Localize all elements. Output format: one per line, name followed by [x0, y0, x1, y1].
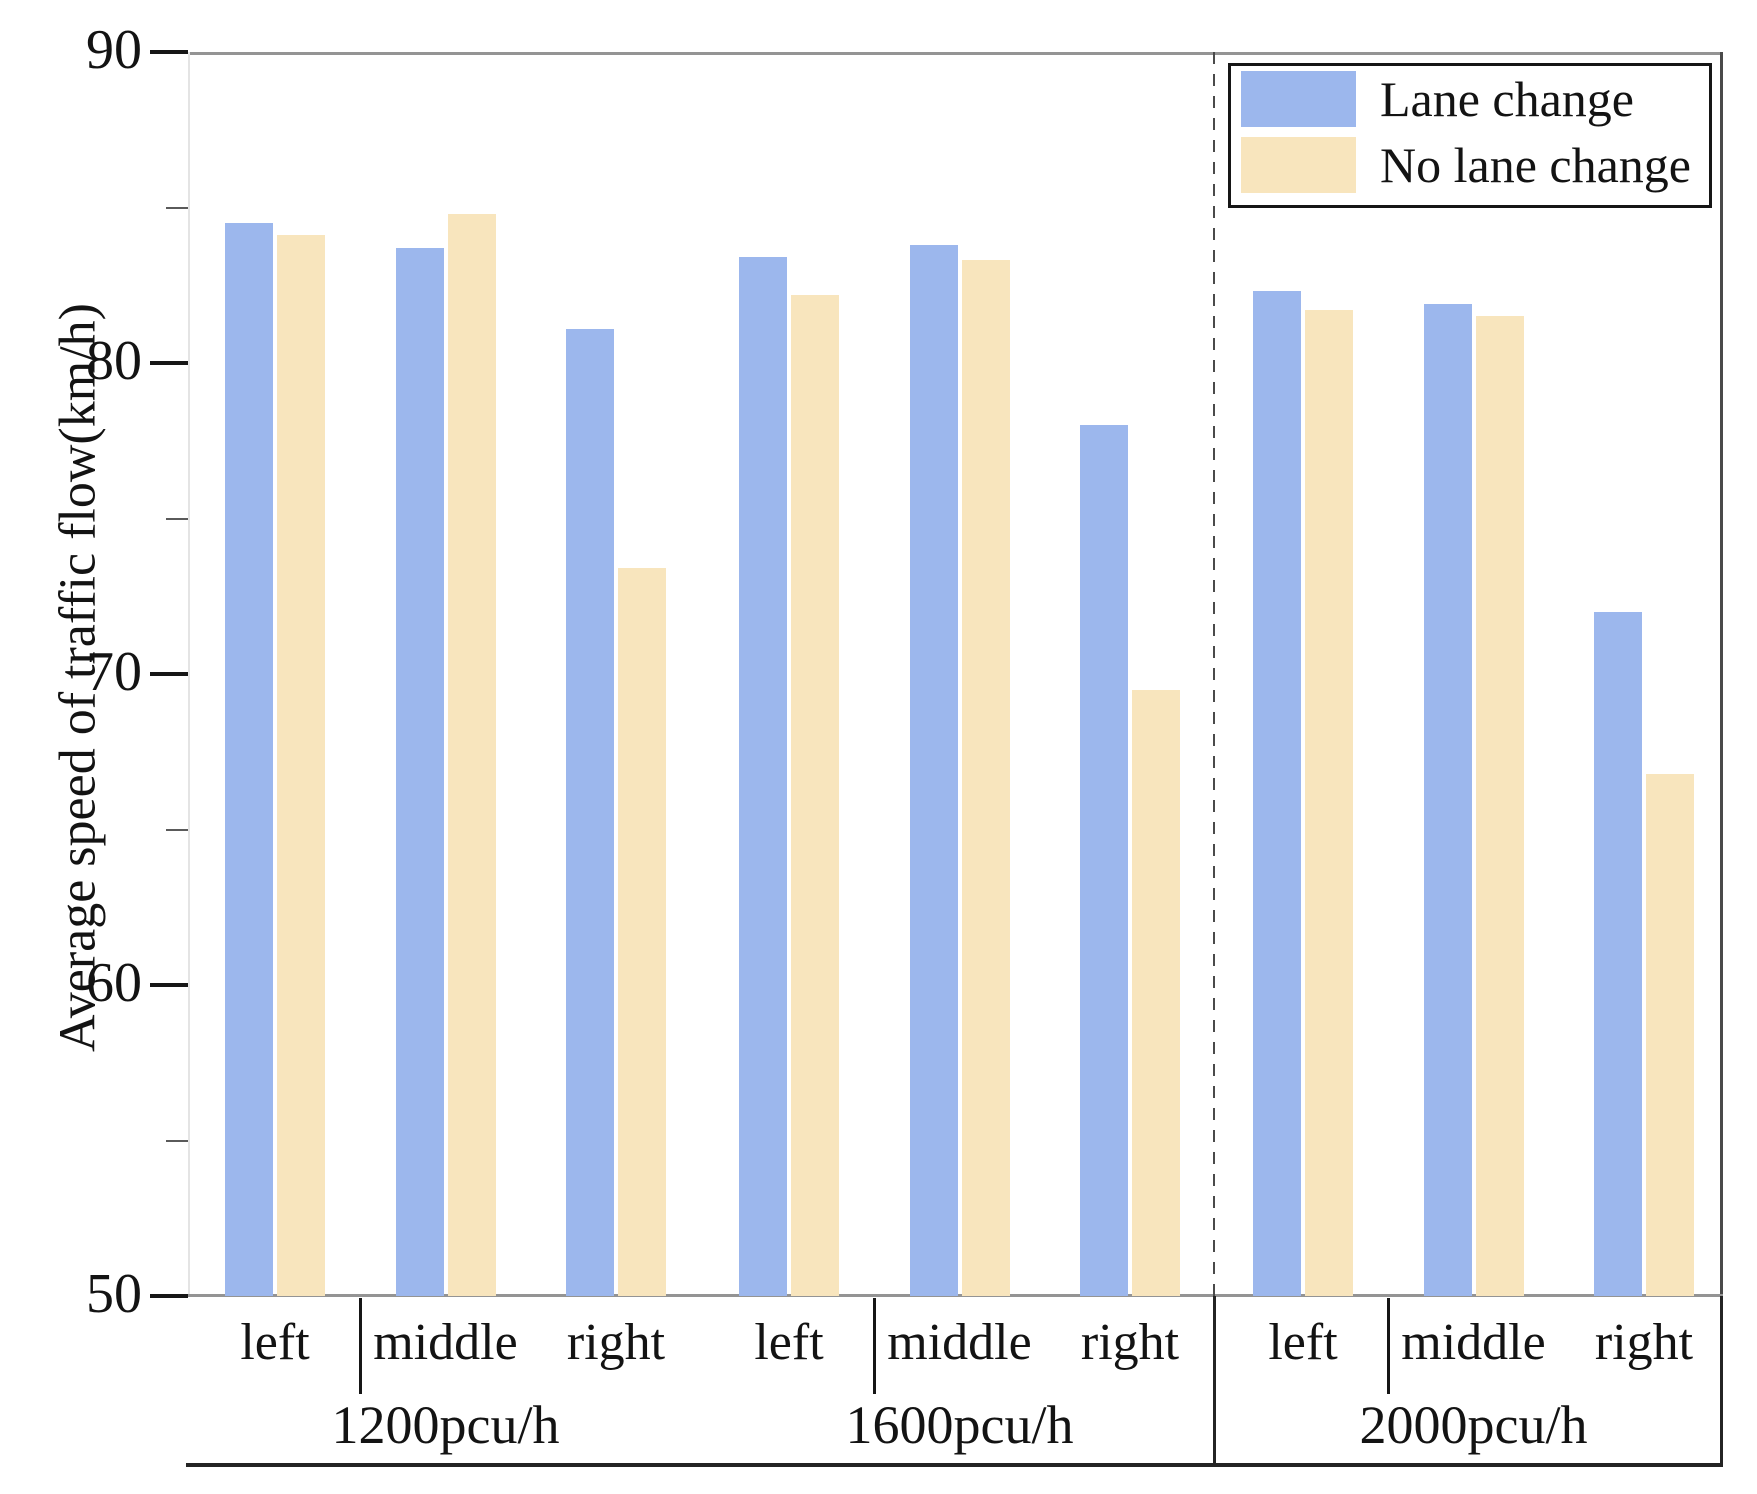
legend-item-lane-change: Lane change	[1231, 66, 1709, 132]
top-spine	[188, 52, 1723, 55]
y-tick-label: 60	[86, 952, 142, 1014]
bar-1200pcuh-right-lane-change	[566, 328, 614, 1296]
bar-1600pcuh-left-no-lane-change	[791, 294, 839, 1296]
bar-1600pcuh-right-lane-change	[1080, 425, 1128, 1296]
lane-label-right: right	[1594, 1314, 1694, 1371]
bar-2000pcuh-right-lane-change	[1594, 611, 1642, 1296]
lane-label-middle: middle	[1401, 1314, 1546, 1371]
y-tick-label: 70	[86, 641, 142, 703]
y-tick-label: 50	[86, 1263, 142, 1325]
bar-1600pcuh-middle-lane-change	[909, 244, 958, 1296]
right-spine	[1720, 52, 1723, 1296]
bar-2000pcuh-right-no-lane-change	[1646, 773, 1694, 1296]
bar-1200pcuh-middle-lane-change	[395, 247, 444, 1296]
right-edge-line	[1720, 1296, 1723, 1467]
lane-label-right: right	[566, 1314, 666, 1371]
bar-1600pcuh-left-lane-change	[739, 257, 787, 1296]
y-tick-label: 90	[86, 19, 142, 81]
group-separator-line	[1213, 1296, 1216, 1467]
lane-label-middle: middle	[373, 1314, 518, 1371]
bar-2000pcuh-middle-no-lane-change	[1475, 316, 1524, 1296]
bar-1600pcuh-right-no-lane-change	[1132, 689, 1180, 1296]
legend-label-lane-change: Lane change	[1380, 71, 1635, 127]
bar-2000pcuh-left-lane-change	[1253, 291, 1301, 1296]
bar-1600pcuh-middle-no-lane-change	[961, 260, 1010, 1296]
lane-label-right: right	[1080, 1314, 1180, 1371]
group-dashed-separator	[1213, 52, 1215, 1296]
left-spine	[188, 52, 190, 1296]
y-major-tick	[150, 983, 188, 987]
group-label-1200pcuh: 1200pcu/h	[331, 1395, 560, 1455]
lane-separator-line	[359, 1298, 363, 1394]
bar-1200pcuh-left-no-lane-change	[277, 235, 325, 1296]
bar-2000pcuh-left-no-lane-change	[1305, 310, 1353, 1296]
group-label-1600pcuh: 1600pcu/h	[845, 1395, 1074, 1455]
bottom-category-rule	[186, 1463, 1723, 1467]
y-tick-label: 80	[86, 330, 142, 392]
y-major-tick	[150, 50, 188, 54]
bar-1200pcuh-left-lane-change	[225, 223, 273, 1296]
lane-separator-line	[1387, 1298, 1391, 1394]
group-label-2000pcuh: 2000pcu/h	[1359, 1395, 1588, 1455]
lane-separator-line	[873, 1298, 877, 1394]
lane-label-left: left	[1268, 1314, 1338, 1371]
legend-item-no-lane-change: No lane change	[1231, 132, 1709, 198]
lane-change-swatch	[1241, 71, 1356, 127]
y-major-tick	[150, 361, 188, 365]
y-minor-tick	[166, 1139, 188, 1142]
y-minor-tick	[166, 206, 188, 209]
bar-1200pcuh-middle-no-lane-change	[447, 213, 496, 1296]
lane-label-middle: middle	[887, 1314, 1032, 1371]
lane-label-left: left	[240, 1314, 310, 1371]
y-minor-tick	[166, 517, 188, 520]
y-major-tick	[150, 672, 188, 676]
y-minor-tick	[166, 828, 188, 831]
legend-box: Lane change No lane change	[1228, 63, 1712, 208]
legend-label-no-lane-change: No lane change	[1380, 137, 1691, 193]
lane-label-left: left	[754, 1314, 824, 1371]
no-lane-change-swatch	[1241, 137, 1356, 193]
bar-2000pcuh-middle-lane-change	[1423, 303, 1472, 1296]
bar-1200pcuh-right-no-lane-change	[618, 568, 666, 1296]
y-major-tick	[150, 1294, 188, 1298]
